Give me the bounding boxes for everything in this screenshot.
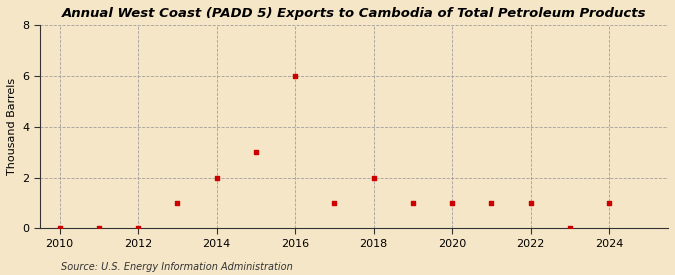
Point — [54, 226, 65, 231]
Point — [133, 226, 144, 231]
Point — [603, 201, 614, 205]
Point — [211, 175, 222, 180]
Point — [525, 201, 536, 205]
Point — [250, 150, 261, 155]
Point — [290, 74, 300, 78]
Point — [94, 226, 105, 231]
Point — [486, 201, 497, 205]
Y-axis label: Thousand Barrels: Thousand Barrels — [7, 78, 17, 175]
Point — [408, 201, 418, 205]
Text: Source: U.S. Energy Information Administration: Source: U.S. Energy Information Administ… — [61, 262, 292, 272]
Point — [447, 201, 458, 205]
Title: Annual West Coast (PADD 5) Exports to Cambodia of Total Petroleum Products: Annual West Coast (PADD 5) Exports to Ca… — [62, 7, 646, 20]
Point — [564, 226, 575, 231]
Point — [369, 175, 379, 180]
Point — [172, 201, 183, 205]
Point — [329, 201, 340, 205]
